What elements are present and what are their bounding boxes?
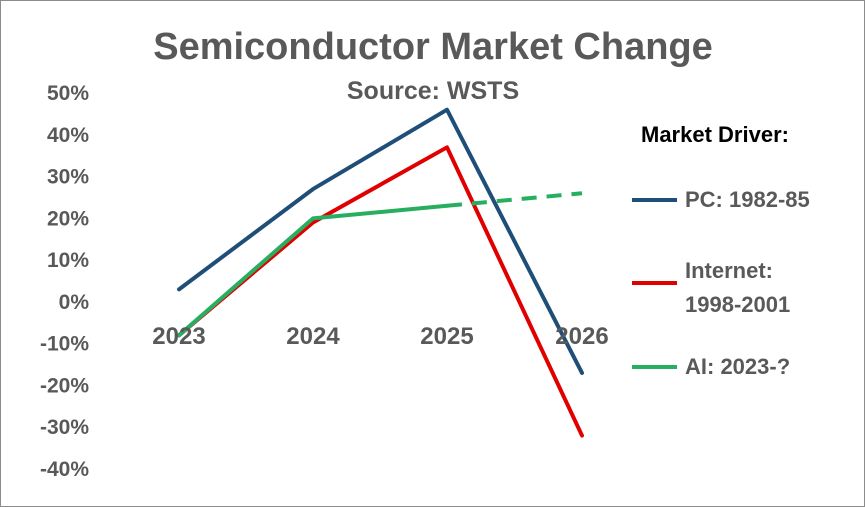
y-tick-label: -40%: [40, 458, 89, 481]
x-tick-label: 2026: [555, 323, 608, 350]
y-tick-label: -20%: [40, 374, 89, 397]
y-tick-label: 40%: [47, 124, 89, 147]
legend-label-0: PC: 1982-85: [685, 187, 810, 212]
chart-subtitle: Source: WSTS: [347, 77, 519, 105]
chart-title: Semiconductor Market Change: [153, 26, 713, 68]
series-line-0: [177, 107, 584, 375]
y-tick-label: 0%: [59, 291, 90, 314]
series-line-1: [177, 145, 584, 438]
legend-label-2: AI: 2023-?: [685, 354, 790, 379]
y-tick-label: 30%: [47, 166, 89, 189]
y-tick-label: 10%: [47, 249, 89, 272]
x-tick-label: 2025: [420, 323, 473, 350]
series-line-2: [177, 203, 449, 338]
legend-label-1: Internet: 1998-2001: [685, 258, 790, 317]
series-line-2-projected: [446, 191, 583, 208]
y-tick-label: -10%: [40, 333, 89, 356]
y-tick-label: 50%: [47, 82, 89, 105]
y-tick-label: -30%: [40, 416, 89, 439]
x-tick-label: 2024: [286, 323, 340, 350]
x-tick-label: 2023: [152, 323, 205, 350]
y-tick-label: 20%: [47, 207, 89, 230]
legend-title: Market Driver:: [641, 122, 789, 147]
